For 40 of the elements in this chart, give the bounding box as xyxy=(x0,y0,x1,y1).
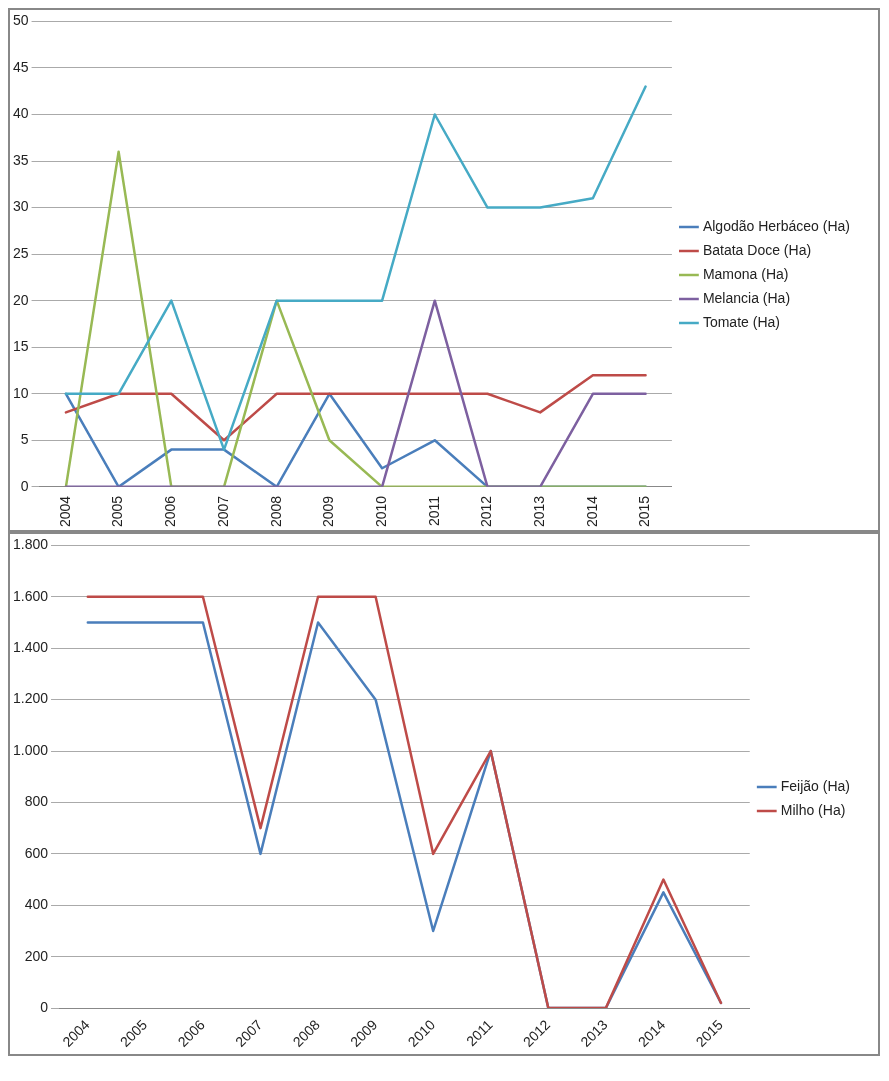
y-tick-label: 45 xyxy=(12,58,29,75)
x-tick-label: 2010 xyxy=(372,495,389,528)
legend-label: Milho (Ha) xyxy=(780,801,846,818)
legend-label: Tomate (Ha) xyxy=(702,313,780,330)
x-tick-label: 2006 xyxy=(162,495,179,528)
y-tick-label: 10 xyxy=(12,384,29,401)
x-tick-label: 2008 xyxy=(267,495,284,528)
y-tick-label: 35 xyxy=(12,151,29,168)
x-tick-label: 2005 xyxy=(109,495,126,528)
x-tick-label: 2004 xyxy=(56,495,73,528)
legend-label: Feijão (Ha) xyxy=(780,777,851,794)
y-tick-label: 30 xyxy=(12,198,29,215)
x-tick-label: 2011 xyxy=(425,495,442,526)
legend-label: Batata Doce (Ha) xyxy=(702,241,812,258)
y-tick-label: 0 xyxy=(20,477,29,494)
y-tick-label: 1.600 xyxy=(12,587,49,604)
y-tick-label: 40 xyxy=(12,105,29,122)
y-tick-label: 0 xyxy=(40,998,49,1015)
legend-label: Mamona (Ha) xyxy=(702,265,789,282)
x-tick-label: 2014 xyxy=(583,495,600,528)
y-tick-label: 20 xyxy=(12,291,29,308)
x-tick-label: 2013 xyxy=(531,495,548,528)
y-tick-label: 1.000 xyxy=(12,741,49,758)
y-tick-label: 600 xyxy=(24,844,49,861)
y-tick-label: 5 xyxy=(20,431,29,448)
y-tick-label: 25 xyxy=(12,244,29,261)
x-tick-label: 2012 xyxy=(478,495,495,528)
y-tick-label: 50 xyxy=(12,12,29,29)
y-tick-label: 800 xyxy=(24,793,49,810)
x-tick-label: 2015 xyxy=(636,495,653,528)
x-tick-label: 2009 xyxy=(320,495,337,528)
y-tick-label: 200 xyxy=(24,947,49,964)
y-tick-label: 1.800 xyxy=(12,536,49,553)
x-tick-label: 2007 xyxy=(214,495,231,528)
legend-label: Melancia (Ha) xyxy=(702,289,791,306)
y-tick-label: 1.400 xyxy=(12,639,49,656)
y-tick-label: 15 xyxy=(12,338,29,355)
legend-label: Algodão Herbáceo (Ha) xyxy=(702,217,851,234)
y-tick-label: 1.200 xyxy=(12,690,49,707)
y-tick-label: 400 xyxy=(24,896,49,913)
